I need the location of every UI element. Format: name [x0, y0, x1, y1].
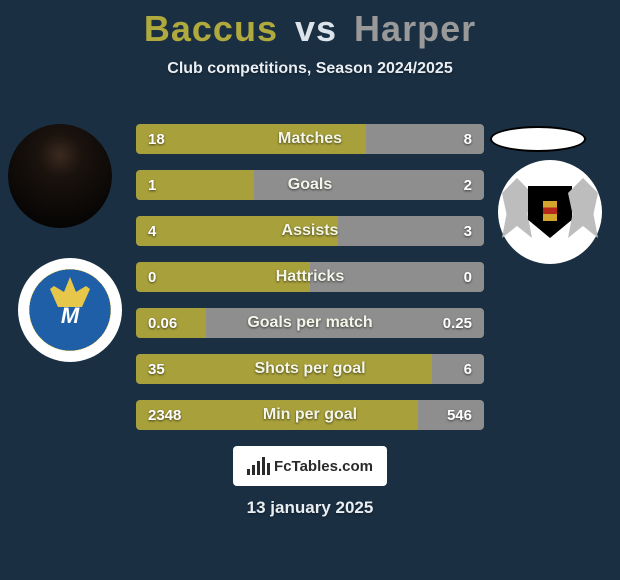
stat-row: 43Assists [136, 216, 484, 246]
crest-left-letter: M [61, 303, 79, 329]
stat-label: Matches [136, 124, 484, 154]
stat-row: 356Shots per goal [136, 354, 484, 384]
player2-avatar-placeholder [490, 126, 586, 152]
player1-avatar [8, 124, 112, 228]
player1-club-crest: M [18, 258, 122, 362]
crest-right-shield [528, 186, 572, 238]
stat-label: Goals [136, 170, 484, 200]
stat-row: 00Hattricks [136, 262, 484, 292]
comparison-title: Baccus vs Harper [0, 0, 620, 50]
player2-name: Harper [354, 8, 476, 49]
stat-label: Assists [136, 216, 484, 246]
player1-name: Baccus [144, 8, 278, 49]
stat-label: Shots per goal [136, 354, 484, 384]
logo-bars-icon [247, 457, 270, 475]
stat-label: Hattricks [136, 262, 484, 292]
stats-container: 188Matches 12Goals 43Assists 00Hattricks 0.0… [136, 124, 484, 446]
subtitle: Club competitions, Season 2024/2025 [0, 60, 620, 78]
stat-row: 12Goals [136, 170, 484, 200]
crest-left-inner: M [29, 269, 111, 351]
vs-text: vs [295, 8, 337, 49]
stat-label: Goals per match [136, 308, 484, 338]
snapshot-date: 13 january 2025 [0, 498, 620, 518]
logo-text: FcTables.com [274, 458, 373, 475]
player2-club-crest [498, 160, 602, 264]
stat-row: 188Matches [136, 124, 484, 154]
stat-label: Min per goal [136, 400, 484, 430]
stat-row: 2348546Min per goal [136, 400, 484, 430]
fctables-logo: FcTables.com [233, 446, 387, 486]
stat-row: 0.060.25Goals per match [136, 308, 484, 338]
